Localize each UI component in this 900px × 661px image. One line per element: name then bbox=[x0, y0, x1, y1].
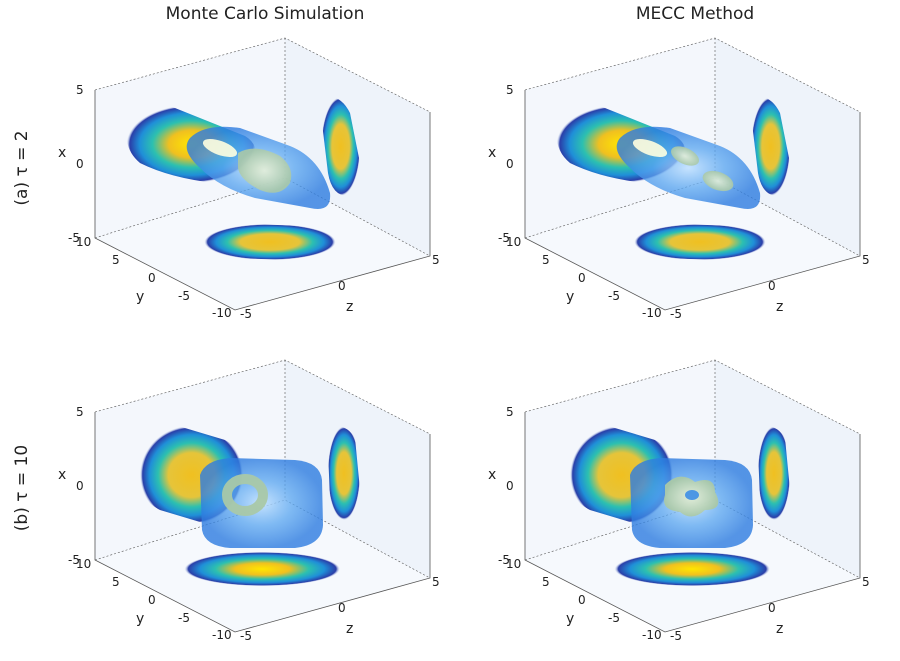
z-tick-label: 0 bbox=[338, 279, 346, 293]
z-axis-label: z bbox=[346, 299, 354, 315]
y-tick-label: 0 bbox=[578, 271, 586, 285]
y-tick-label: 10 bbox=[76, 557, 92, 571]
plot-3d-mecc-tau-2 bbox=[524, 37, 861, 311]
y-axis-label: y bbox=[566, 611, 575, 627]
inner-isosurface bbox=[238, 148, 292, 193]
y-tick-label: -10 bbox=[642, 628, 662, 642]
z-axis-label: z bbox=[346, 621, 354, 637]
row-label-b: (b) τ = 10 bbox=[12, 444, 32, 532]
z-tick-label: 0 bbox=[768, 279, 776, 293]
x-tick-label: -5 bbox=[68, 553, 80, 567]
panel-mecc-tau-10: 5 0 -5 x 10 5 0 -5 -10 y -5 0 5 z bbox=[470, 350, 900, 650]
z-tick-label: -5 bbox=[240, 629, 252, 643]
x-axis-label: x bbox=[488, 145, 497, 161]
x-tick-label: 0 bbox=[76, 157, 84, 171]
y-tick-label: -10 bbox=[212, 306, 232, 320]
x-tick-label: 5 bbox=[76, 83, 84, 97]
projection-right-wall bbox=[757, 426, 791, 520]
y-tick-label: 5 bbox=[112, 575, 120, 589]
x-axis-label: x bbox=[58, 467, 67, 483]
inner-isosurface-lobe-2 bbox=[702, 170, 734, 192]
x-tick-label: 5 bbox=[506, 405, 514, 419]
projection-floor bbox=[634, 224, 766, 260]
plot-3d-monte-carlo-tau-10 bbox=[94, 359, 431, 633]
box-front-edges bbox=[94, 90, 431, 311]
plot-3d-mecc-tau-10 bbox=[524, 359, 861, 633]
z-tick-label: 5 bbox=[862, 575, 870, 589]
y-axis-label: y bbox=[136, 289, 145, 305]
column-title-monte-carlo: Monte Carlo Simulation bbox=[165, 4, 365, 24]
plot-3d-monte-carlo-tau-2 bbox=[94, 37, 431, 311]
inner-isosurface-hole bbox=[685, 490, 699, 500]
box-floor-edges bbox=[524, 177, 861, 257]
box-floor-edges bbox=[94, 177, 431, 257]
column-title-mecc: MECC Method bbox=[635, 4, 755, 24]
y-tick-label: -5 bbox=[608, 611, 620, 625]
projection-right-wall bbox=[327, 426, 361, 520]
z-tick-label: 5 bbox=[432, 253, 440, 267]
x-axis-label: x bbox=[58, 145, 67, 161]
y-tick-label: 0 bbox=[148, 593, 156, 607]
y-tick-label: 0 bbox=[578, 593, 586, 607]
y-tick-label: 5 bbox=[542, 575, 550, 589]
projection-floor bbox=[184, 552, 340, 586]
projection-right-wall bbox=[751, 97, 791, 196]
z-tick-label: 0 bbox=[338, 601, 346, 615]
box-front-edges bbox=[94, 412, 431, 633]
y-tick-label: 10 bbox=[506, 557, 522, 571]
z-tick-label: -5 bbox=[670, 629, 682, 643]
y-tick-label: 5 bbox=[542, 253, 550, 267]
y-axis-label: y bbox=[136, 611, 145, 627]
y-tick-label: 5 bbox=[112, 253, 120, 267]
z-axis-label: z bbox=[776, 299, 784, 315]
y-tick-label: -5 bbox=[178, 289, 190, 303]
y-axis-label: y bbox=[566, 289, 575, 305]
y-tick-label: -5 bbox=[608, 289, 620, 303]
box-front-edges bbox=[524, 412, 861, 633]
y-tick-label: 0 bbox=[148, 271, 156, 285]
x-tick-label: -5 bbox=[498, 231, 510, 245]
box-floor-edges bbox=[524, 499, 861, 579]
x-tick-label: -5 bbox=[498, 553, 510, 567]
z-axis-label: z bbox=[776, 621, 784, 637]
y-tick-label: -5 bbox=[178, 611, 190, 625]
z-tick-label: -5 bbox=[670, 307, 682, 321]
panel-mecc-tau-2: 5 0 -5 x 10 5 0 -5 -10 y -5 0 5 z bbox=[470, 28, 900, 328]
y-tick-label: -10 bbox=[642, 306, 662, 320]
projection-floor bbox=[614, 552, 770, 586]
y-tick-label: 10 bbox=[76, 235, 92, 249]
inner-isosurface bbox=[222, 474, 268, 516]
projection-right-wall bbox=[321, 97, 361, 196]
y-tick-label: 10 bbox=[506, 235, 522, 249]
x-tick-label: 5 bbox=[76, 405, 84, 419]
row-label-a: (a) τ = 2 bbox=[12, 130, 32, 206]
box-floor-edges bbox=[94, 499, 431, 579]
y-tick-label: -10 bbox=[212, 628, 232, 642]
x-axis-label: x bbox=[488, 467, 497, 483]
x-tick-label: -5 bbox=[68, 231, 80, 245]
x-tick-label: 0 bbox=[506, 157, 514, 171]
panel-monte-carlo-tau-10: 5 0 -5 x 10 5 0 -5 -10 y -5 0 5 z bbox=[40, 350, 470, 650]
z-tick-label: 0 bbox=[768, 601, 776, 615]
x-tick-label: 0 bbox=[506, 479, 514, 493]
box-front-edges bbox=[524, 90, 861, 311]
z-tick-label: 5 bbox=[862, 253, 870, 267]
isosurface-highlight bbox=[202, 138, 238, 158]
x-tick-label: 5 bbox=[506, 83, 514, 97]
x-tick-label: 0 bbox=[76, 479, 84, 493]
projection-floor bbox=[204, 224, 336, 260]
isosurface-highlight bbox=[632, 138, 668, 158]
z-tick-label: 5 bbox=[432, 575, 440, 589]
inner-isosurface-lobe-1 bbox=[670, 146, 700, 166]
z-tick-label: -5 bbox=[240, 307, 252, 321]
panel-monte-carlo-tau-2: 5 0 -5 x 10 5 0 -5 -10 y -5 0 5 z bbox=[40, 28, 470, 328]
